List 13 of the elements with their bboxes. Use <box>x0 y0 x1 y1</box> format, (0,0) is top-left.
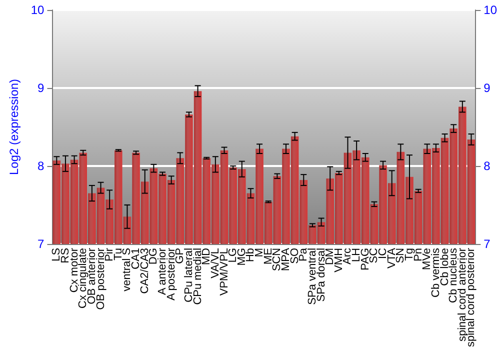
y-tick-label: 10 <box>30 3 45 17</box>
y-tick-label: 7 <box>38 236 45 251</box>
x-tick-label: spinal cord posterior <box>465 248 478 348</box>
y-tick-label: 8 <box>38 158 45 173</box>
y2-tick-label: 9 <box>484 80 491 95</box>
y2-tick-label: 8 <box>484 158 491 173</box>
y-axis-title: Log2 (expression) <box>7 78 21 176</box>
x-tick-label: A posterior <box>165 248 178 301</box>
y2-tick-label: 10 <box>484 3 498 17</box>
y2-tick-label: 7 <box>484 236 491 251</box>
x-tick-label: Tg <box>403 248 416 261</box>
x-tick-label: RS <box>59 248 72 264</box>
y-tick-label: 9 <box>38 80 45 95</box>
